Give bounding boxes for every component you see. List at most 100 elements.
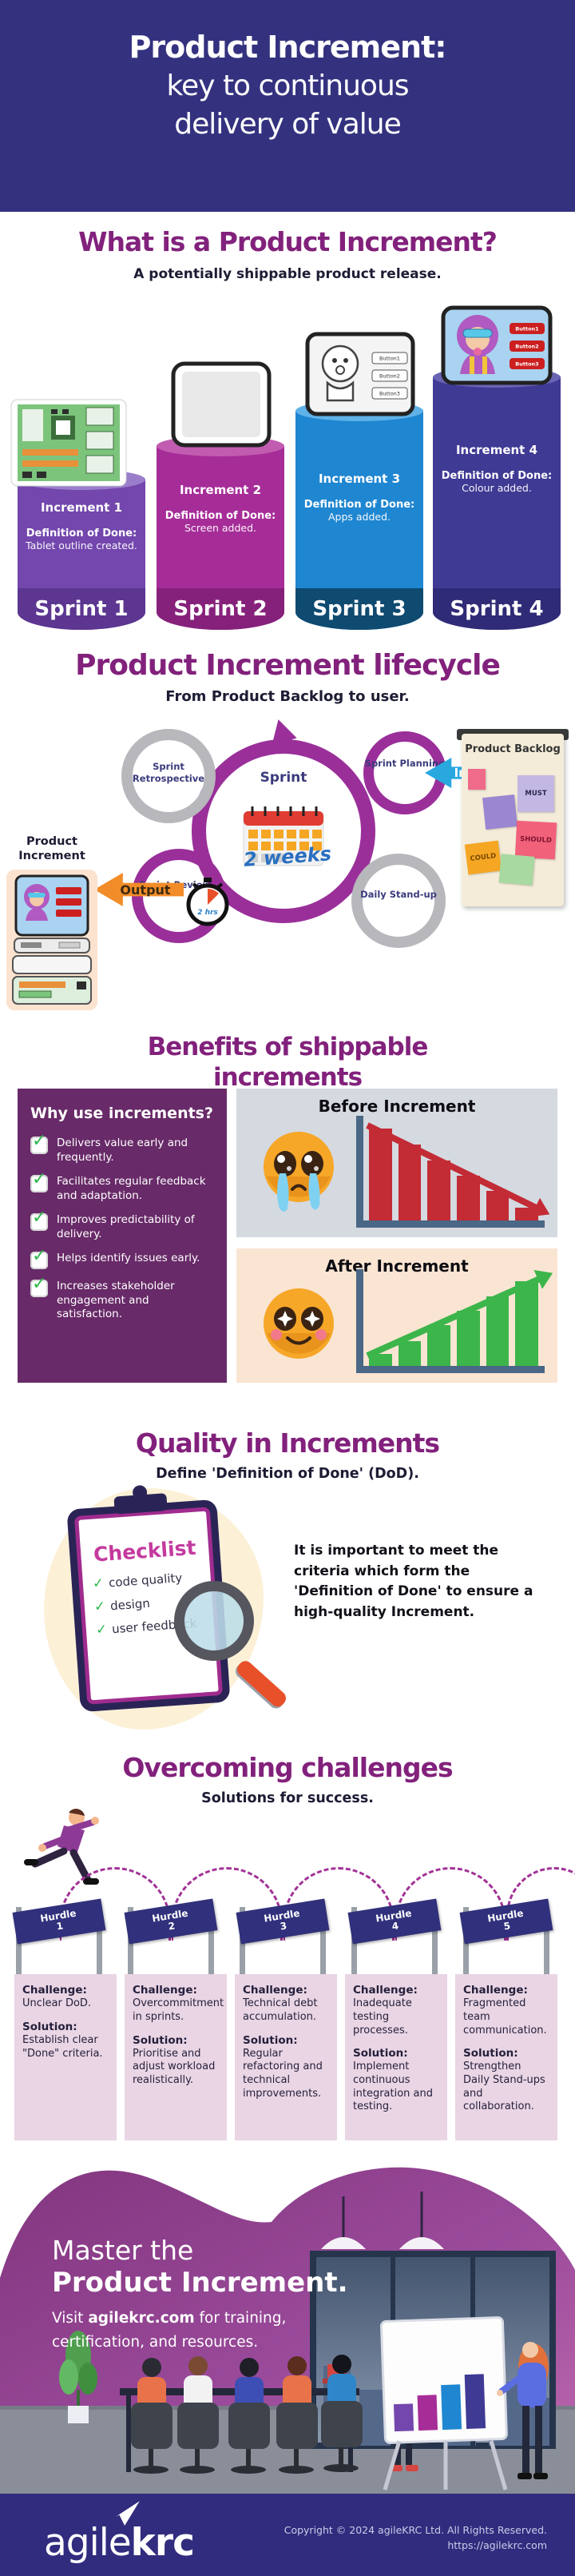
check-icon: ✓ bbox=[30, 1169, 48, 1193]
bar bbox=[427, 1161, 451, 1220]
benefit-item: ✓ Improves predictability of delivery. bbox=[30, 1208, 195, 1240]
what-is-subtitle: A potentially shippable product release. bbox=[133, 266, 442, 282]
dod-text: Screen added. bbox=[184, 522, 257, 534]
agilekrc-link[interactable]: agilekrc.com bbox=[88, 2310, 195, 2327]
panel-title: Why use increments? bbox=[30, 1105, 214, 1122]
after-increment-panel: After Increment bbox=[236, 1248, 557, 1383]
check-icon: ✓ bbox=[95, 1621, 108, 1638]
sketch-tablet-icon: Button1 Button2 Button3 bbox=[305, 332, 415, 416]
benefit-item: ✓ Delivers value early and frequently. bbox=[30, 1131, 188, 1164]
footer-cta-line2: certification, and resources. bbox=[52, 2334, 259, 2351]
challenge-card-3: Challenge: Technical debt accumulation. S… bbox=[235, 1974, 337, 2140]
hurdle-4: Hurdle 4 bbox=[347, 1898, 442, 1974]
sprint-2-band: Sprint 2 bbox=[157, 588, 284, 630]
quality-title: Quality in Increments bbox=[135, 1427, 440, 1459]
blank-tablet-icon bbox=[171, 361, 272, 448]
sticky-note-could: COULD bbox=[464, 840, 502, 875]
circuit-board-icon bbox=[10, 399, 127, 487]
footer-classroom-illustration bbox=[0, 2167, 575, 2494]
product-increment-label: Product Increment bbox=[18, 835, 85, 863]
check-icon: ✓ bbox=[92, 1575, 105, 1592]
sticky-note bbox=[498, 854, 535, 886]
benefits-title: Benefits of shippable increments bbox=[147, 1033, 429, 1092]
starry-eyes-emoji-icon bbox=[264, 1288, 334, 1359]
bar bbox=[457, 1175, 480, 1220]
hanging-lamp-icon bbox=[321, 2192, 444, 2249]
tablet-button-3: Button3 bbox=[379, 391, 400, 397]
clipboard-clip bbox=[113, 1493, 168, 1515]
tablet-button-1: Button1 bbox=[515, 326, 539, 332]
quality-subtitle: Define 'Definition of Done' (DoD). bbox=[156, 1466, 419, 1482]
seated-person bbox=[276, 2356, 318, 2474]
paper-plane-icon bbox=[105, 2498, 143, 2530]
footer-line1: Master the bbox=[52, 2235, 194, 2266]
checklist-title: Checklist bbox=[93, 1535, 197, 1567]
what-is-title: What is a Product Increment? bbox=[78, 226, 498, 257]
benefit-item: ✓ Increases stakeholder engagement and s… bbox=[30, 1274, 175, 1321]
crying-emoji-icon bbox=[264, 1132, 334, 1212]
challenge-card-5: Challenge: Fragmented team communication.… bbox=[455, 1974, 557, 2140]
sticky-note-must: MUST bbox=[518, 775, 554, 812]
bar bbox=[457, 1311, 480, 1366]
hurdle-1: Hurdle 1 bbox=[12, 1898, 106, 1974]
seated-person bbox=[177, 2356, 219, 2474]
bar bbox=[398, 1145, 422, 1220]
lifecycle-title: Product Increment lifecycle bbox=[75, 649, 501, 682]
stopwatch-icon: 2 hrs bbox=[186, 878, 229, 926]
magnifier-handle-icon bbox=[234, 1658, 289, 1710]
sticky-note bbox=[482, 794, 518, 830]
dod-text: Colour added. bbox=[462, 482, 532, 494]
dod-label: Definition of Done: bbox=[441, 470, 553, 482]
header-banner: Product Increment: key to continuous del… bbox=[0, 0, 575, 212]
runner-icon bbox=[24, 1809, 99, 1885]
planning-label: Sprint Planning bbox=[364, 758, 446, 769]
increment-2-title: Increment 2 bbox=[179, 483, 262, 497]
benefit-item: ✓ Facilitates regular feedback and adapt… bbox=[30, 1169, 206, 1202]
footer-url[interactable]: https://agilekrc.com bbox=[447, 2539, 547, 2552]
retrospective-label: Sprint Retrospective bbox=[132, 761, 205, 784]
easel-legs bbox=[383, 2440, 508, 2490]
footer-cta: Visit agilekrc.com for training, bbox=[52, 2310, 287, 2327]
challenge-card-4: Challenge: Inadequate testing processes. … bbox=[345, 1974, 447, 2140]
before-title: Before Increment bbox=[318, 1097, 476, 1116]
sticky-note bbox=[468, 769, 486, 790]
tablet-button-1: Button1 bbox=[379, 356, 400, 362]
sprint-1-band: Sprint 1 bbox=[18, 588, 145, 630]
dod-label: Definition of Done: bbox=[165, 510, 276, 522]
before-increment-panel: Before Increment bbox=[236, 1089, 557, 1237]
check-icon: ✓ bbox=[30, 1274, 48, 1298]
page-title-line3: delivery of value bbox=[174, 107, 401, 141]
declining-bar-chart bbox=[356, 1116, 545, 1228]
lifecycle-subtitle: From Product Backlog to user. bbox=[165, 688, 410, 705]
presenter bbox=[497, 2342, 549, 2479]
bar bbox=[515, 1281, 539, 1366]
stacked-tablet-icon bbox=[12, 874, 92, 1005]
bottom-bar: agilekrc Copyright © 2024 agileKRC Ltd. … bbox=[0, 2494, 575, 2576]
standup-label: Daily Stand-up bbox=[360, 889, 437, 900]
challenge-card-2: Challenge: Overcommitment in sprints. Sol… bbox=[125, 1974, 227, 2140]
rising-bar-chart bbox=[356, 1269, 545, 1373]
bar bbox=[486, 1296, 510, 1366]
page-title-line1: Product Increment: bbox=[129, 30, 447, 65]
colour-tablet-icon: Button1 Button2 Button3 bbox=[441, 305, 553, 385]
dod-text: Tablet outline created. bbox=[26, 539, 137, 551]
hurdle-2: Hurdle 2 bbox=[124, 1898, 218, 1974]
increment-4-title: Increment 4 bbox=[455, 443, 538, 457]
tablet-button-3: Button3 bbox=[515, 361, 538, 368]
tablet-button-2: Button2 bbox=[515, 344, 538, 350]
dod-label: Definition of Done: bbox=[26, 528, 137, 539]
jump-arc bbox=[506, 1867, 575, 1941]
check-icon: ✓ bbox=[30, 1208, 48, 1232]
review-time: 2 hrs bbox=[197, 909, 218, 917]
sprint-3-column: Increment 3 Definition of Done: Apps add… bbox=[295, 400, 423, 630]
copyright-text: Copyright © 2024 agileKRC Ltd. All Right… bbox=[284, 2522, 547, 2554]
challenges-title: Overcoming challenges bbox=[122, 1752, 453, 1783]
dod-label: Definition of Done: bbox=[303, 499, 415, 511]
seated-person bbox=[131, 2358, 172, 2474]
challenges-subtitle: Solutions for success. bbox=[201, 1790, 374, 1806]
sprint-2-column: Increment 2 Definition of Done: Screen a… bbox=[157, 436, 284, 630]
checklist-item: ✓ code quality bbox=[92, 1570, 183, 1592]
bar bbox=[427, 1325, 451, 1366]
check-icon: ✓ bbox=[30, 1131, 48, 1154]
bar bbox=[398, 1340, 422, 1366]
